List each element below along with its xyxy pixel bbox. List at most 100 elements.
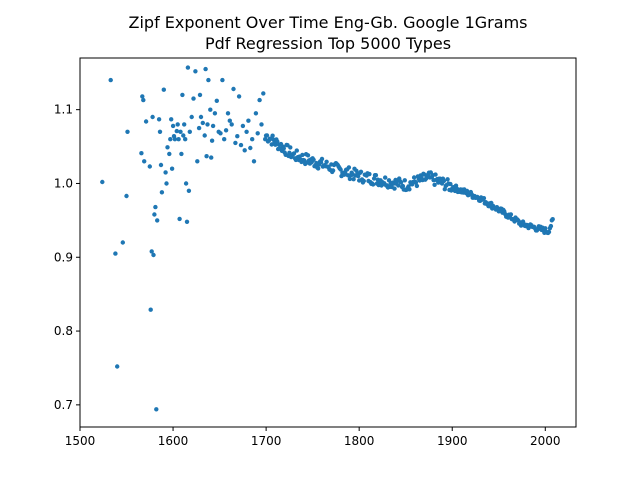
data-point xyxy=(163,170,168,175)
data-point xyxy=(356,173,361,179)
data-point xyxy=(402,178,407,183)
data-point xyxy=(398,180,404,185)
data-point xyxy=(165,145,170,150)
data-point xyxy=(169,117,174,122)
data-point xyxy=(220,77,225,83)
data-point xyxy=(195,159,200,164)
x-tick-label: 1500 xyxy=(65,434,96,448)
data-point xyxy=(508,212,514,217)
data-point xyxy=(330,168,336,173)
data-point xyxy=(184,219,190,224)
data-point xyxy=(311,157,316,162)
data-point xyxy=(291,151,297,156)
data-point xyxy=(448,181,453,187)
data-point xyxy=(319,156,325,162)
data-point xyxy=(214,98,219,104)
data-point xyxy=(400,183,406,189)
data-point xyxy=(161,87,166,92)
data-point xyxy=(233,140,238,146)
x-tick-label: 1600 xyxy=(158,434,189,448)
data-point xyxy=(164,181,169,186)
data-point xyxy=(206,77,211,83)
data-point xyxy=(168,137,173,142)
data-point xyxy=(275,139,280,144)
data-point xyxy=(209,138,215,143)
data-point xyxy=(167,151,172,157)
data-point xyxy=(225,111,231,116)
data-point xyxy=(196,125,202,131)
data-point xyxy=(124,193,129,199)
data-point xyxy=(543,226,548,231)
data-point xyxy=(108,77,113,83)
x-tick-label: 1900 xyxy=(437,434,468,448)
data-point xyxy=(157,129,163,134)
data-point xyxy=(255,131,260,136)
data-point xyxy=(396,183,401,188)
data-point xyxy=(170,123,176,129)
y-tick-label: 0.7 xyxy=(54,398,73,412)
data-point xyxy=(442,187,447,192)
data-point xyxy=(324,159,329,164)
data-points xyxy=(100,65,555,412)
data-point xyxy=(411,175,417,180)
data-point xyxy=(346,165,352,170)
data-point xyxy=(100,179,105,185)
data-point xyxy=(231,86,236,92)
data-point xyxy=(205,122,210,127)
data-point xyxy=(203,66,208,72)
data-point xyxy=(169,166,175,171)
data-point xyxy=(208,107,213,112)
data-point xyxy=(150,114,155,120)
data-point xyxy=(383,175,388,180)
data-point xyxy=(140,94,145,99)
x-tick-label: 1700 xyxy=(251,434,282,448)
data-point xyxy=(235,134,240,139)
y-tick-label: 1.0 xyxy=(54,176,73,190)
data-point xyxy=(441,178,447,184)
data-point xyxy=(148,307,153,312)
data-point xyxy=(149,249,154,254)
data-point xyxy=(244,129,249,134)
data-point xyxy=(202,133,207,138)
data-point xyxy=(174,128,179,134)
data-point xyxy=(115,364,120,369)
chart-subtitle: Pdf Regression Top 5000 Types xyxy=(205,34,451,53)
data-point xyxy=(183,137,188,142)
data-point xyxy=(318,160,324,165)
data-point xyxy=(143,119,149,124)
data-point xyxy=(251,159,257,164)
data-point xyxy=(238,142,244,148)
plot-frame xyxy=(79,57,577,428)
data-point xyxy=(181,133,186,138)
data-point xyxy=(248,145,253,151)
data-point xyxy=(347,176,353,182)
data-point xyxy=(147,164,152,169)
data-point xyxy=(433,172,438,177)
data-point xyxy=(223,128,229,133)
data-point xyxy=(305,153,311,158)
data-point xyxy=(300,152,305,158)
data-point xyxy=(179,151,184,157)
data-point xyxy=(218,131,223,136)
data-point xyxy=(361,178,366,184)
data-point xyxy=(142,159,147,164)
y-tick-label: 0.9 xyxy=(54,250,73,264)
data-point xyxy=(413,180,419,185)
data-point xyxy=(358,169,364,174)
data-point xyxy=(159,190,165,195)
data-point xyxy=(261,91,266,96)
data-point xyxy=(354,168,359,173)
data-point xyxy=(185,65,191,70)
data-point xyxy=(464,188,470,194)
data-point xyxy=(178,129,183,134)
data-point xyxy=(151,252,156,258)
data-point xyxy=(414,183,420,189)
data-point xyxy=(445,177,450,182)
x-tick-label: 1800 xyxy=(344,434,375,448)
data-point xyxy=(257,97,262,103)
data-point xyxy=(316,166,321,171)
data-point xyxy=(281,146,286,151)
data-point xyxy=(481,196,487,201)
data-point xyxy=(371,176,377,181)
